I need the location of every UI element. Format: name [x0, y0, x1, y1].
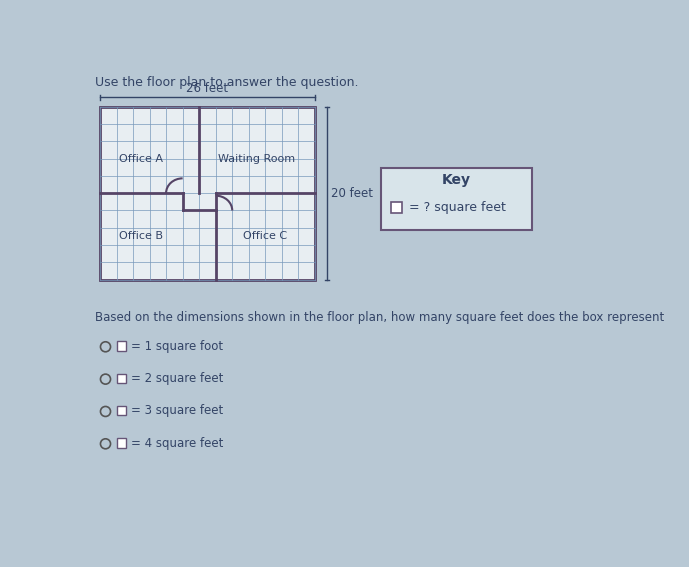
Bar — [117, 341, 126, 350]
Text: = 1 square foot: = 1 square foot — [131, 340, 223, 353]
Text: Based on the dimensions shown in the floor plan, how many square feet does the b: Based on the dimensions shown in the flo… — [95, 311, 665, 324]
Bar — [117, 406, 126, 415]
Text: = 2 square feet: = 2 square feet — [131, 372, 223, 385]
Text: = ? square feet: = ? square feet — [409, 201, 506, 214]
Text: Waiting Room: Waiting Room — [218, 154, 296, 163]
Bar — [100, 107, 315, 280]
Text: = 3 square feet: = 3 square feet — [131, 404, 223, 417]
Bar — [391, 202, 402, 213]
Text: 26 feet: 26 feet — [186, 82, 229, 95]
Text: 20 feet: 20 feet — [331, 187, 373, 200]
Text: Office B: Office B — [119, 231, 163, 242]
Text: = 4 square feet: = 4 square feet — [131, 437, 223, 450]
Bar — [380, 168, 532, 230]
Text: Use the floor plan to answer the question.: Use the floor plan to answer the questio… — [95, 76, 359, 89]
Text: Office A: Office A — [119, 154, 163, 163]
Text: Office C: Office C — [243, 231, 287, 242]
Text: Key: Key — [442, 174, 471, 188]
Bar — [117, 374, 126, 383]
Bar — [117, 438, 126, 448]
